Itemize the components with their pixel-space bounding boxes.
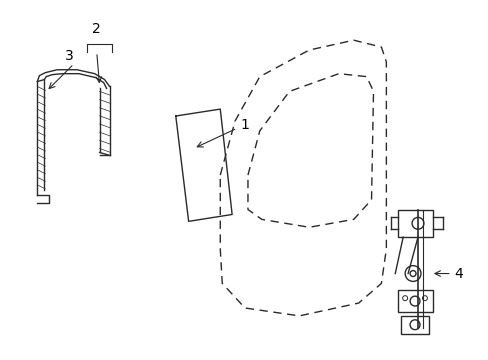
- Bar: [397, 290, 432, 312]
- Text: 4: 4: [434, 266, 463, 280]
- Text: 3: 3: [64, 49, 73, 63]
- Text: 2: 2: [92, 22, 101, 36]
- Bar: [397, 210, 432, 237]
- Text: 1: 1: [197, 118, 248, 147]
- Bar: [400, 316, 428, 334]
